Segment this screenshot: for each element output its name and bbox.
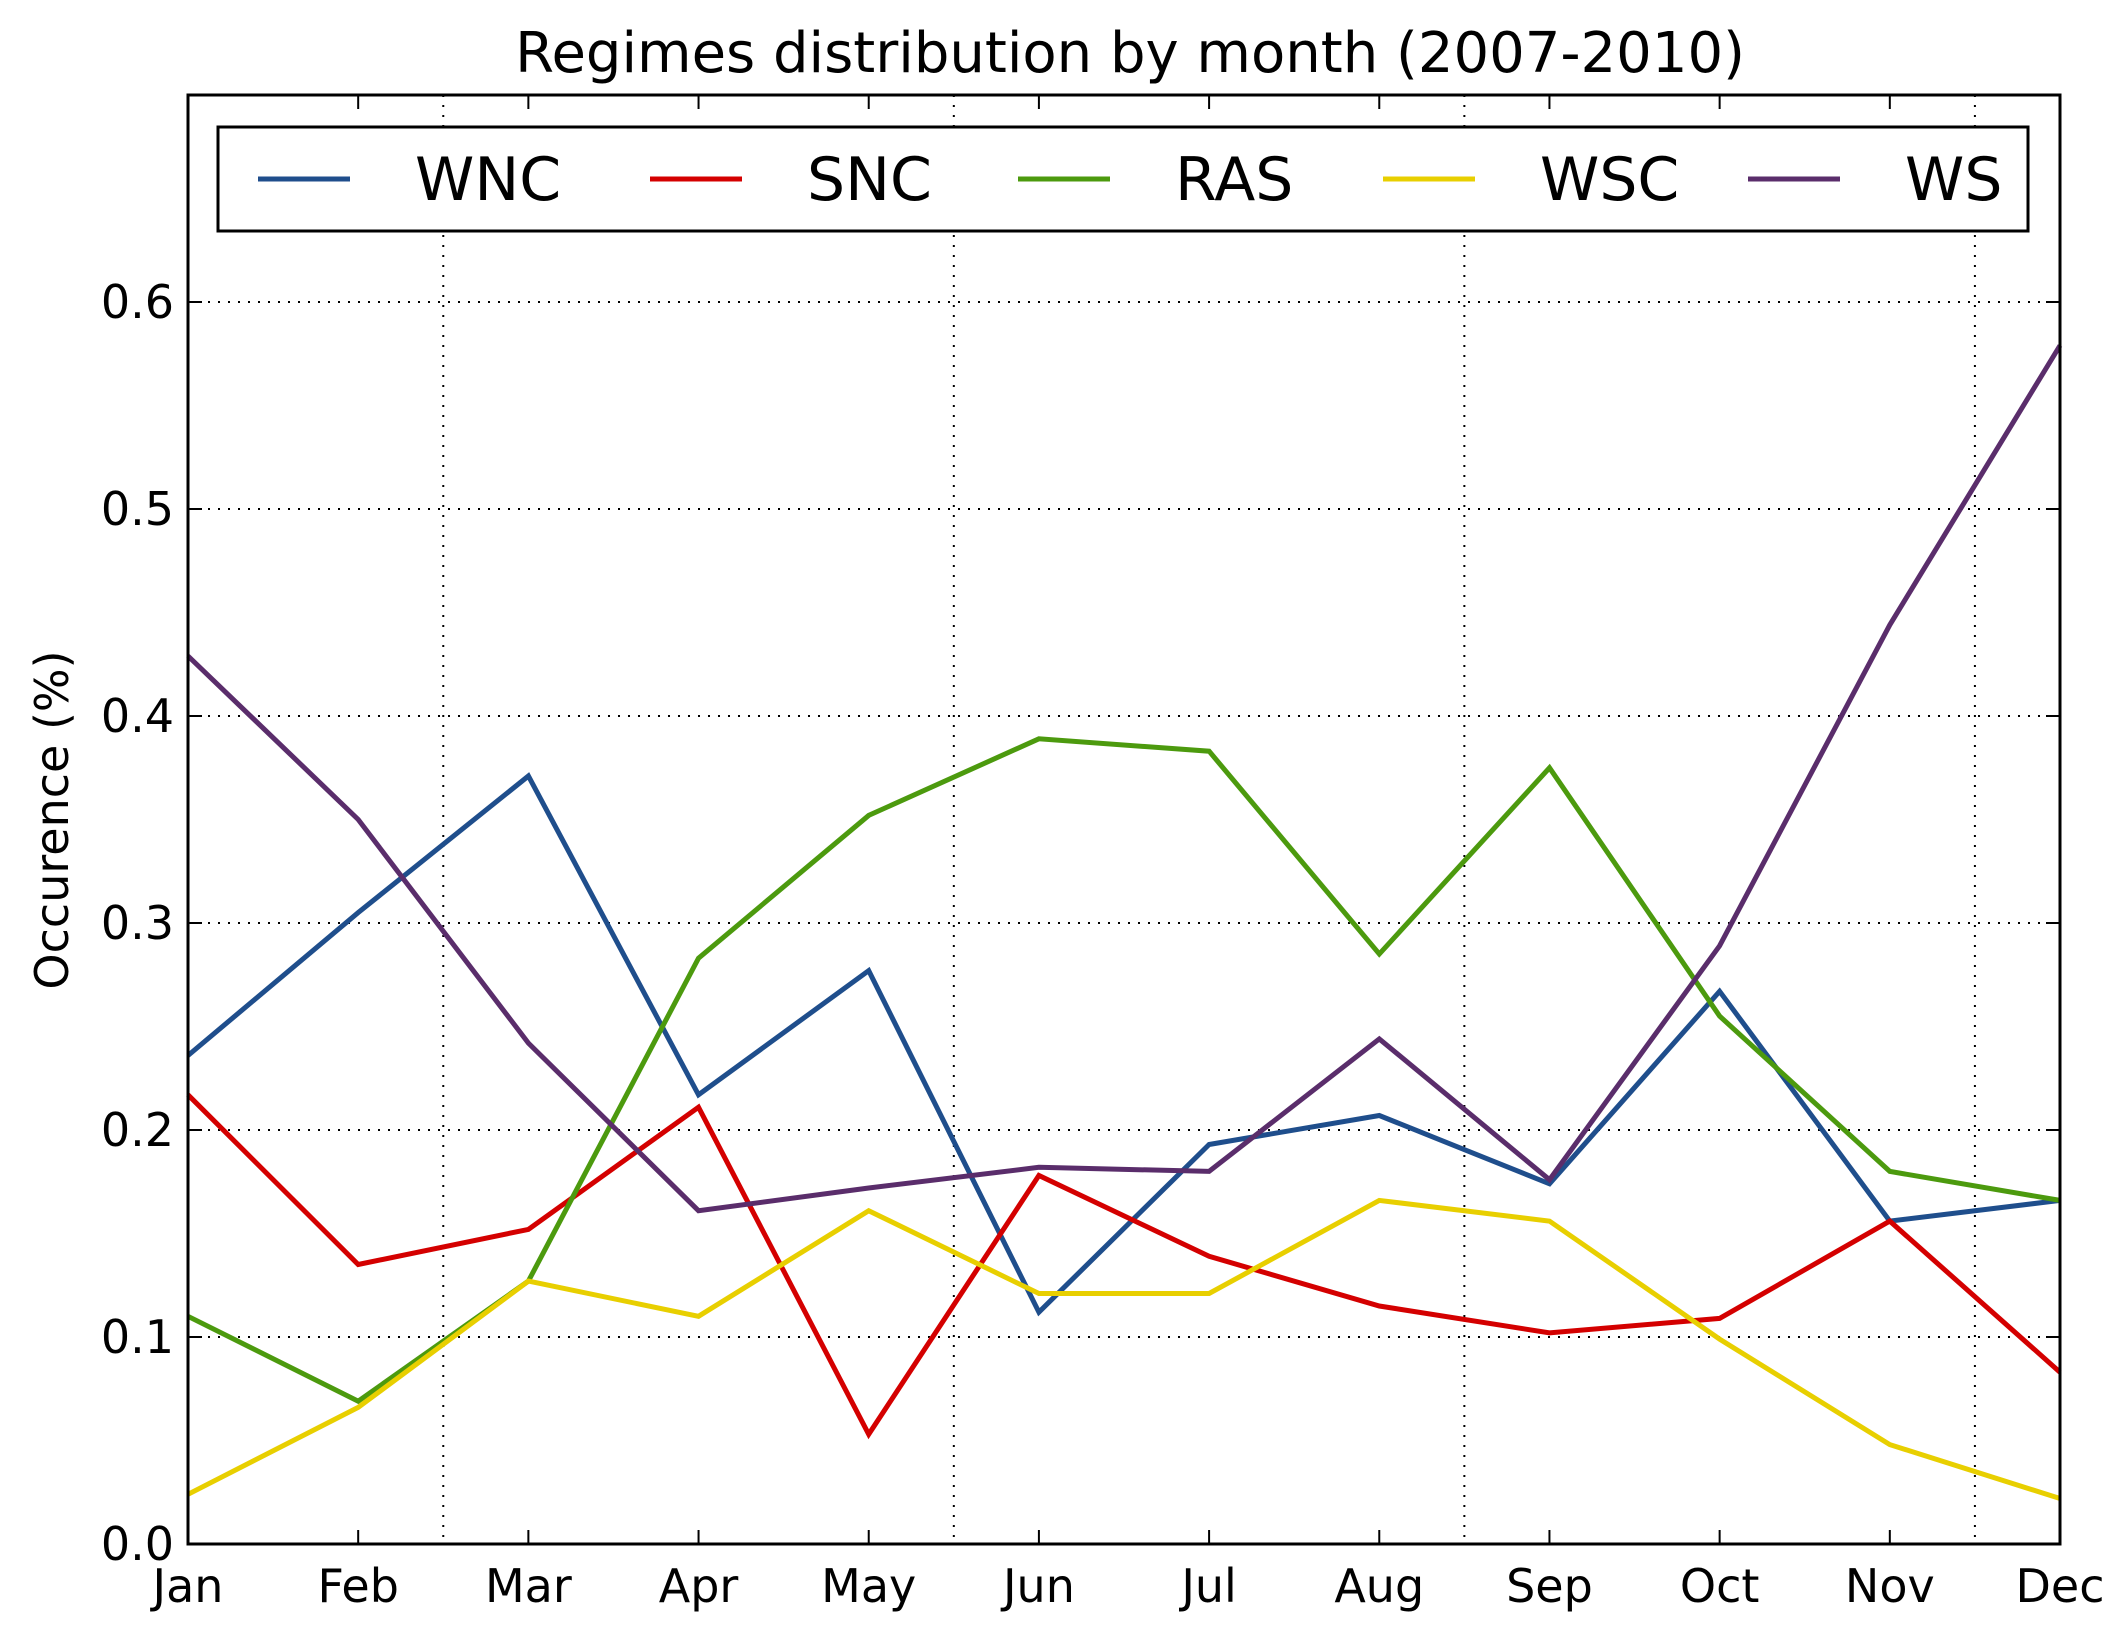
legend-label-ws: WS	[1905, 145, 2002, 215]
y-tick-label-6: 0.6	[101, 275, 174, 329]
x-tick-label-mar: Mar	[485, 1559, 572, 1613]
x-tick-label-aug: Aug	[1334, 1559, 1424, 1613]
legend-label-snc: SNC	[807, 145, 932, 215]
axis-ticks: 0.0 0.1 0.2 0.3 0.4 0.5 0.6 Jan Feb Mar Apr May Jun J…	[101, 95, 2105, 1613]
x-tick-label-sep: Sep	[1506, 1559, 1593, 1613]
x-tick-label-jun: Jun	[1000, 1559, 1075, 1613]
series-line-wsc	[186, 1197, 2061, 1501]
legend-label-wnc: WNC	[415, 145, 561, 215]
y-tick-label-0: 0.0	[101, 1517, 174, 1571]
plot-area-frame	[186, 93, 2062, 1546]
y-axis-label: Occurence (%)	[25, 650, 79, 989]
x-tick-label-may: May	[821, 1559, 916, 1613]
x-tick-label-dec: Dec	[2015, 1559, 2104, 1613]
legend-label-ras: RAS	[1175, 145, 1293, 215]
y-tick-label-2: 0.2	[101, 1103, 174, 1157]
x-tick-label-apr: Apr	[659, 1559, 739, 1613]
series-line-ws	[186, 344, 2063, 1214]
x-tick-label-feb: Feb	[317, 1559, 398, 1613]
legend-label-wsc: WSC	[1540, 145, 1679, 215]
y-tick-label-1: 0.1	[101, 1310, 174, 1364]
grid-lines	[188, 95, 2060, 1544]
y-tick-label-5: 0.5	[101, 482, 174, 536]
x-tick-label-jul: Jul	[1178, 1559, 1237, 1613]
series-lines	[186, 344, 2063, 1501]
series-line-wnc	[186, 772, 2061, 1317]
chart-title: Regimes distribution by month (2007-2010…	[515, 21, 1745, 86]
legend: WNC SNC RAS WSC WS	[216, 125, 2030, 233]
y-tick-label-4: 0.4	[101, 689, 174, 743]
y-tick-label-3: 0.3	[101, 896, 174, 950]
series-line-snc	[186, 1093, 2062, 1440]
x-tick-label-jan: Jan	[150, 1559, 224, 1613]
x-tick-label-nov: Nov	[1845, 1559, 1935, 1613]
x-tick-label-oct: Oct	[1680, 1559, 1760, 1613]
legend-box	[216, 125, 2030, 233]
